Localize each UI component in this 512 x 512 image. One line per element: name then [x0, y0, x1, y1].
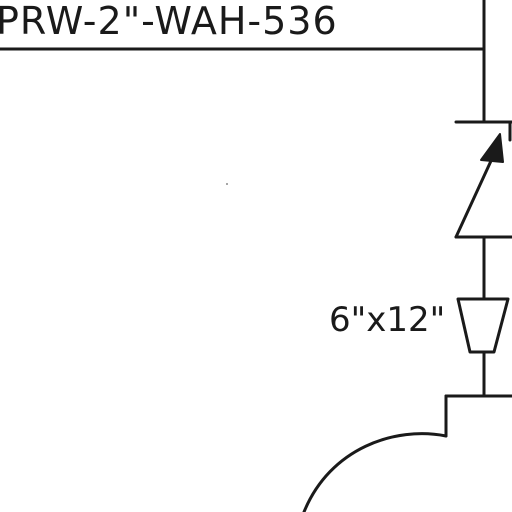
reducer-icon	[456, 297, 510, 354]
check-valve-diagonal	[454, 148, 498, 239]
check-valve-icon	[454, 120, 512, 239]
reducer-size-label: 6"x12"	[329, 300, 445, 340]
line-number-label: PRW-2"-WAH-536	[0, 0, 338, 43]
check-valve-flow-arrow	[480, 133, 504, 163]
vessel-nozzle-icon	[302, 394, 512, 512]
line-number-box	[0, 0, 486, 51]
reducer-body	[456, 297, 510, 354]
drawing-speck	[226, 183, 228, 185]
vessel-head-curve	[302, 432, 448, 512]
